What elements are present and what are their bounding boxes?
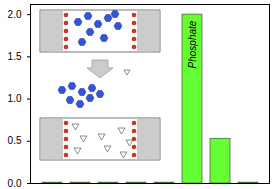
svg-text:1.0: 1.0: [8, 93, 22, 104]
svg-text:1.5: 1.5: [8, 51, 22, 62]
svg-text:2.0: 2.0: [8, 9, 22, 20]
svg-text:0.5: 0.5: [8, 135, 22, 146]
svg-text:0.0: 0.0: [8, 178, 22, 189]
svg-text:Phosphate: Phosphate: [187, 20, 198, 68]
